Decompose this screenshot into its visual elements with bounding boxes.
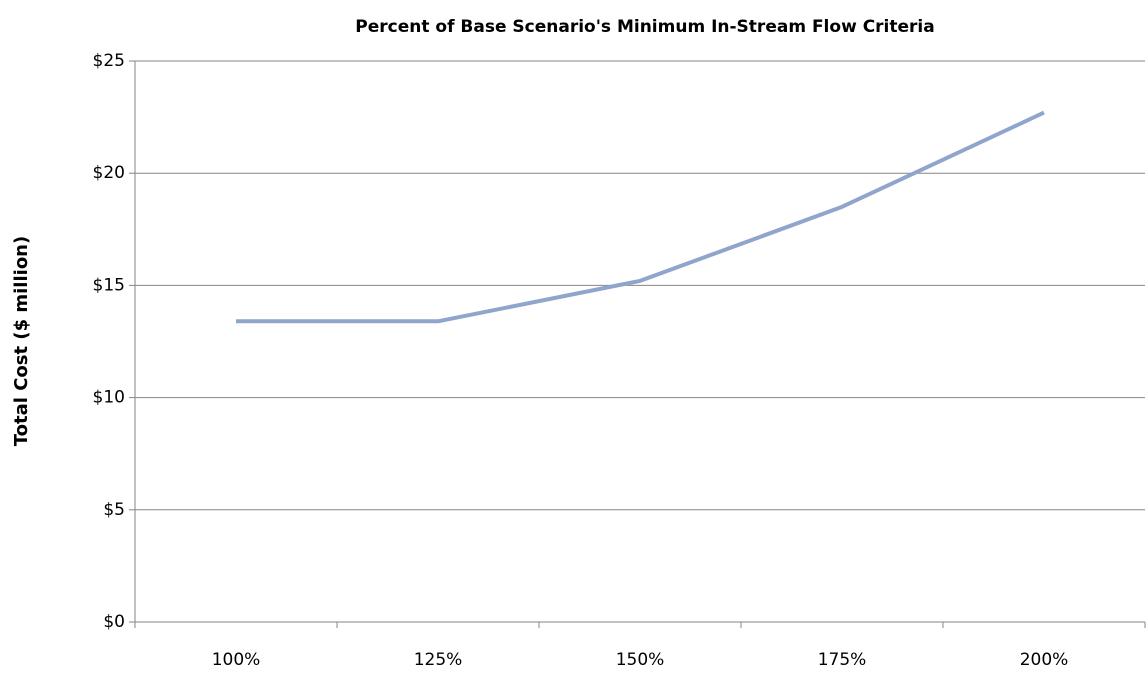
y-tick-label: $5 — [103, 500, 125, 520]
line-series — [236, 110, 1045, 324]
y-tick-label: $20 — [93, 163, 125, 183]
x-tick-label: 100% — [212, 650, 261, 669]
y-axis-label: Total Cost ($ million) — [11, 236, 32, 446]
y-tick-label: $0 — [103, 612, 125, 632]
x-tick-label: 175% — [818, 650, 867, 669]
y-tick-label: $25 — [93, 51, 125, 71]
x-tick-label: 125% — [414, 650, 463, 669]
chart-title: Percent of Base Scenario's Minimum In-St… — [355, 17, 934, 37]
x-tick-label: 200% — [1020, 650, 1069, 669]
y-tick-label: $15 — [93, 275, 125, 295]
y-tick-label: $10 — [93, 388, 125, 408]
x-tick-label: 150% — [616, 650, 665, 669]
